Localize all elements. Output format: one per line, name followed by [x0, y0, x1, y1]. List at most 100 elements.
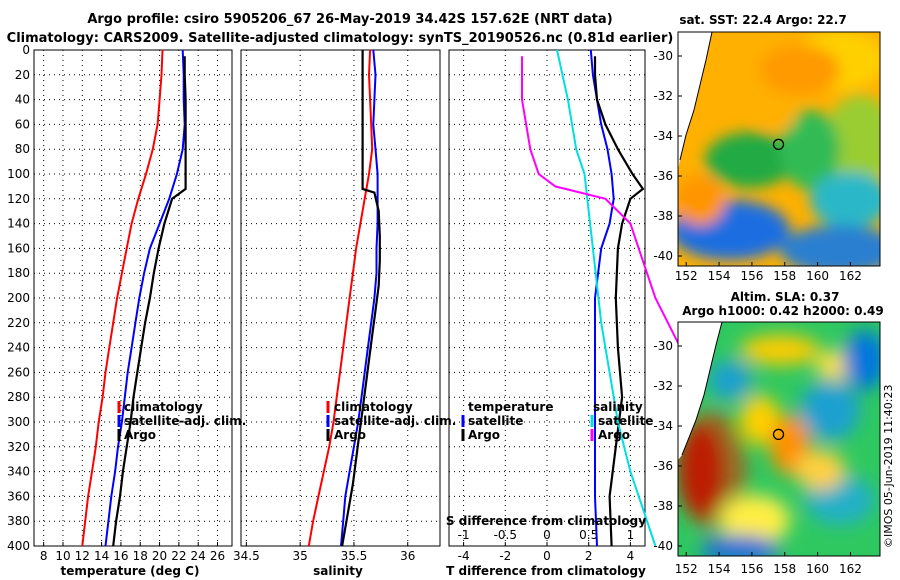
- legend-argo: Argo: [598, 428, 630, 442]
- depth-tick-label: 40: [15, 93, 30, 107]
- map-lon-label: 152: [675, 269, 698, 283]
- x-tick-label: -4: [458, 549, 470, 563]
- x2-tick-label: 0.5: [579, 528, 598, 542]
- map-lon-label: 162: [839, 562, 862, 576]
- map-lon-label: 162: [839, 269, 862, 283]
- map-lat-label: -36: [653, 169, 673, 183]
- sst-map-field: [678, 32, 880, 266]
- depth-tick-label: 200: [7, 291, 30, 305]
- map-lon-label: 154: [708, 562, 731, 576]
- legend-satellite-adj: satellite-adj. clim.: [334, 414, 456, 428]
- map-lat-label: -30: [653, 49, 673, 63]
- series-satellite-adj-clim-: [340, 49, 379, 547]
- map-lon-label: 158: [773, 269, 796, 283]
- x-tick-label: 36: [400, 549, 415, 563]
- s-difference-xlabel: S difference from climatology: [446, 514, 646, 528]
- profile-location-marker: [772, 428, 785, 441]
- legend-climatology: climatology: [124, 400, 203, 414]
- map-lat-label: -36: [653, 459, 673, 473]
- x-tick-label: 35.5: [341, 549, 368, 563]
- legend-satellite: satellite: [598, 414, 653, 428]
- x-tick-label: 35: [293, 549, 308, 563]
- depth-tick-label: 320: [7, 440, 30, 454]
- map-lon-label: 160: [806, 269, 829, 283]
- x-tick-label: 34.5: [233, 549, 260, 563]
- x-tick-label: 8: [40, 549, 48, 563]
- legend-temperature: temperature: [468, 400, 553, 414]
- x-tick-label: 16: [113, 549, 128, 563]
- legend-climatology: climatology: [334, 400, 413, 414]
- x-tick-label: 14: [94, 549, 109, 563]
- legend-salinity: salinity: [593, 400, 643, 414]
- map-lat-label: -38: [653, 209, 673, 223]
- x2-tick-label: 0: [543, 528, 551, 542]
- tick-labels: 0204060801001201401601802002202402602803…: [7, 43, 634, 563]
- legend-satellite: satellite: [468, 414, 523, 428]
- depth-tick-label: 300: [7, 415, 30, 429]
- map-lat-label: -38: [653, 499, 673, 513]
- sla-map-subtitle: Argo h1000: 0.42 h2000: 0.49: [682, 304, 883, 318]
- sst-map-ticks: 152 154 156 158 160 162 -30 -32 -34 -36 -38 -40: [653, 49, 862, 283]
- map-lat-label: -34: [653, 129, 673, 143]
- legend-argo: Argo: [124, 428, 156, 442]
- depth-tick-label: 240: [7, 341, 30, 355]
- x-tick-label: 10: [55, 549, 70, 563]
- gridlines: [34, 50, 645, 546]
- title-line-1: Argo profile: csiro 5905206_67 26-May-20…: [87, 12, 612, 27]
- sla-map-ticks: 152 154 156 158 160 162 -30 -32 -34 -36 -38 -40: [653, 339, 862, 576]
- depth-tick-label: 120: [7, 192, 30, 206]
- sla-map-title: Altim. SLA: 0.37: [731, 290, 840, 304]
- temperature-xlabel: temperature (deg C): [61, 564, 200, 578]
- salinity-axes: [240, 49, 441, 547]
- depth-tick-label: 80: [15, 142, 30, 156]
- profile-location-marker: [772, 138, 785, 151]
- series-s-satellite: [556, 49, 657, 547]
- sst-map-frame: [677, 31, 881, 267]
- depth-tick-label: 140: [7, 217, 30, 231]
- imos-watermark: ©IMOS 05-Jun-2019 11:40:23: [882, 384, 895, 548]
- map-lat-label: -32: [653, 379, 673, 393]
- t-difference-xlabel: T difference from climatology: [446, 564, 646, 578]
- x-tick-label: 20: [152, 549, 167, 563]
- depth-tick-label: 20: [15, 68, 30, 82]
- map-lat-label: -40: [653, 539, 673, 553]
- temperature-legend: climatology satellite-adj. clim. Argo: [117, 400, 246, 442]
- sla-map-field: [678, 322, 880, 556]
- series-t-argo: [593, 56, 645, 547]
- difference-legend-left: temperature satellite Argo: [461, 400, 553, 442]
- map-lon-label: 156: [740, 269, 763, 283]
- depth-tick-label: 340: [7, 465, 30, 479]
- x2-tick-label: 1: [627, 528, 635, 542]
- map-lon-label: 160: [806, 562, 829, 576]
- legend-satellite-adj: satellite-adj. clim.: [124, 414, 246, 428]
- depth-tick-label: 280: [7, 390, 30, 404]
- sst-map-title: sat. SST: 22.4 Argo: 22.7: [679, 13, 846, 27]
- salinity-legend: climatology satellite-adj. clim. Argo: [326, 400, 456, 442]
- map-lon-label: 152: [675, 562, 698, 576]
- x-tick-label: 22: [171, 549, 186, 563]
- map-lat-label: -32: [653, 89, 673, 103]
- title-line-2: Climatology: CARS2009. Satellite-adjuste…: [7, 31, 674, 46]
- x-tick-label: 2: [585, 549, 593, 563]
- series-climatology: [307, 49, 374, 547]
- x2-tick-label: -0.5: [494, 528, 517, 542]
- series-satellite-adj-clim-: [104, 49, 186, 547]
- depth-tick-label: 260: [7, 365, 30, 379]
- x-tick-label: 24: [191, 549, 206, 563]
- legend-argo: Argo: [468, 428, 500, 442]
- depth-tick-label: 0: [22, 43, 30, 57]
- depth-tick-label: 220: [7, 316, 30, 330]
- difference-legend-right: salinity satellite Argo: [590, 400, 653, 442]
- depth-tick-label: 160: [7, 241, 30, 255]
- depth-tick-label: 100: [7, 167, 30, 181]
- map-lat-label: -34: [653, 419, 673, 433]
- x-tick-label: 0: [543, 549, 551, 563]
- depth-tick-label: 380: [7, 514, 30, 528]
- legend-argo: Argo: [334, 428, 366, 442]
- x-tick-label: 4: [627, 549, 635, 563]
- temperature-axes: [33, 49, 233, 547]
- depth-tick-label: 60: [15, 117, 30, 131]
- x-tick-label: 26: [210, 549, 225, 563]
- map-lon-label: 158: [773, 562, 796, 576]
